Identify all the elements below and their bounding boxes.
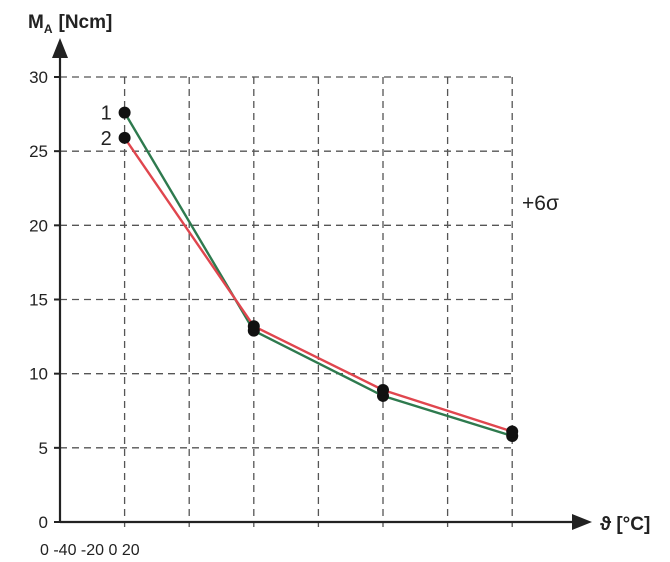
- y-tick-label: 25: [29, 142, 48, 161]
- y-tick-label: 10: [29, 365, 48, 384]
- y-axis-arrow-icon: [52, 38, 68, 58]
- x-axis-arrow-icon: [572, 514, 592, 530]
- data-point-series-2: [506, 425, 519, 438]
- data-point-series-1: [118, 106, 131, 119]
- grid: [54, 76, 513, 527]
- data-point-series-2: [118, 131, 131, 144]
- annotation-sigma: +6σ: [522, 192, 559, 215]
- x-tick-labels: 0 -40 -20 0 20: [40, 542, 140, 559]
- y-tick-label: 0: [39, 513, 48, 532]
- y-tick-labels: 0 5 10 15 20 25 30: [29, 68, 48, 532]
- series-line-2: [123, 137, 513, 433]
- y-tick-label: 30: [29, 68, 48, 87]
- series-line-1: [123, 111, 513, 438]
- series-label-1: 1: [101, 103, 112, 125]
- series-group: 12: [101, 103, 519, 442]
- data-point-series-2: [377, 383, 389, 396]
- y-tick-label: 20: [29, 216, 48, 235]
- y-tick-label: 5: [39, 439, 48, 458]
- series-label-2: 2: [101, 128, 112, 150]
- y-axis-label: MA [Ncm]: [28, 12, 112, 36]
- x-axis-label: ϑ [°C]: [600, 514, 650, 535]
- data-point-series-2: [247, 320, 260, 333]
- y-tick-label: 15: [29, 291, 48, 310]
